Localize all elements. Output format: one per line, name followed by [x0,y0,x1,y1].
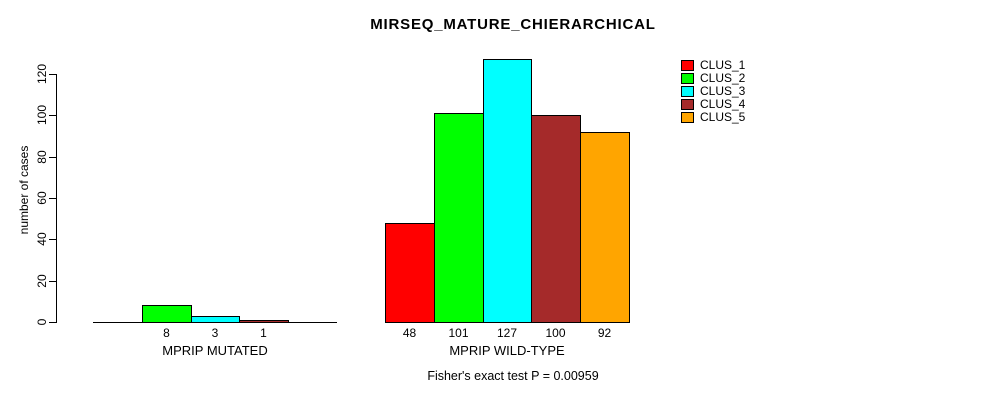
y-tick [49,281,56,282]
bar-value-label: 3 [211,326,219,340]
bar [531,115,581,323]
bar-value-label: 1 [260,326,267,340]
y-tick-label: 60 [35,191,49,205]
chart-title: MIRSEQ_MATURE_CHIERARCHICAL [370,16,656,33]
bar-value-label: 8 [163,326,170,340]
legend-swatch [681,86,694,97]
legend-item: CLUS_5 [681,111,745,124]
bar-value-label: 48 [402,326,417,340]
bar [580,132,630,323]
bar [239,320,289,323]
bar-value-label: 92 [597,326,612,340]
legend-label: CLUS_5 [700,110,746,124]
y-tick-label: 120 [35,63,49,85]
legend-swatch [681,73,694,84]
y-tick [49,115,56,116]
bar [385,223,435,323]
y-tick [49,322,56,323]
bar [483,59,532,323]
legend-swatch [681,99,694,110]
legend: CLUS_1 CLUS_2 CLUS_3 CLUS_4 CLUS_5 [681,59,745,124]
bar [191,316,240,323]
group-label: MPRIP WILD-TYPE [449,343,565,358]
bar-value-label: 127 [496,326,518,340]
group-label: MPRIP MUTATED [162,343,268,358]
y-tick [49,74,56,75]
legend-label: CLUS_2 [700,71,746,85]
y-tick [49,157,56,158]
y-tick [49,239,56,240]
legend-label: CLUS_4 [700,97,746,111]
y-tick-label: 80 [35,150,49,164]
y-tick-label: 100 [35,104,49,126]
bar [434,113,484,323]
legend-item: CLUS_3 [681,85,745,98]
legend-item: CLUS_2 [681,72,745,85]
bar-value-label: 100 [545,326,566,340]
legend-item: CLUS_4 [681,98,745,111]
legend-item: CLUS_1 [681,59,745,72]
y-axis-label: number of cases [17,145,31,235]
y-tick-label: 20 [35,274,49,288]
footnote: Fisher's exact test P = 0.00959 [427,369,599,383]
legend-swatch [681,60,694,71]
legend-swatch [681,112,694,123]
y-tick-label: 0 [35,318,49,326]
bar [142,305,192,323]
y-tick [49,198,56,199]
bar-value-label: 101 [448,326,469,340]
y-tick-label: 40 [35,232,49,246]
y-axis [56,74,57,323]
legend-label: CLUS_3 [700,84,746,98]
legend-label: CLUS_1 [700,58,746,72]
